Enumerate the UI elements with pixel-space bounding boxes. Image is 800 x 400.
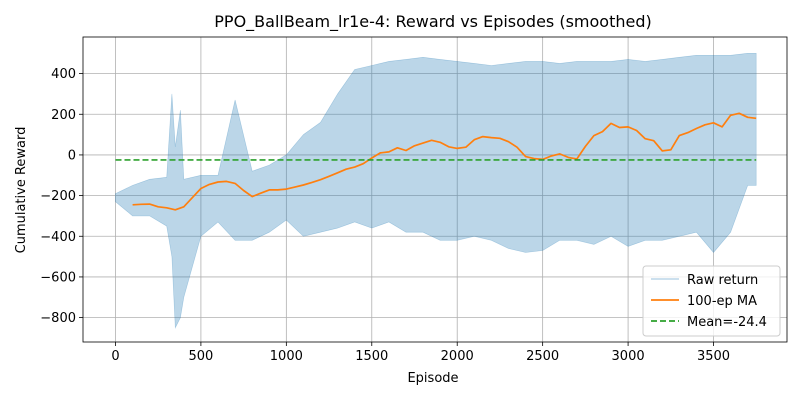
- x-tick-label: 2500: [526, 349, 559, 364]
- moving-average-series: [132, 112, 757, 211]
- x-tick-label: 500: [188, 349, 213, 364]
- plot-series: [115, 53, 757, 329]
- legend-label: Raw return: [687, 273, 758, 288]
- x-tick-label: 1000: [270, 349, 303, 364]
- x-tick-label: 3000: [612, 349, 645, 364]
- x-tick-label: 1500: [355, 349, 388, 364]
- x-tick-label: 0: [111, 349, 119, 364]
- chart-title: PPO_BallBeam_lr1e-4: Reward vs Episodes …: [214, 12, 651, 32]
- y-tick-label: −600: [40, 270, 76, 285]
- y-tick-label: −200: [40, 189, 76, 204]
- x-tick-label: 2000: [441, 349, 474, 364]
- legend: Raw return 100-ep MA Mean=-24.4: [642, 265, 781, 337]
- legend-label: Mean=-24.4: [687, 315, 767, 330]
- raw-return-series: [115, 53, 757, 329]
- y-tick-label: −800: [40, 311, 76, 326]
- plot-frame: [82, 36, 788, 343]
- y-tick-label: −400: [40, 230, 76, 245]
- x-axis-title: Episode: [407, 371, 458, 386]
- y-tick-label: 0: [68, 148, 76, 163]
- y-tick-label: 400: [51, 67, 76, 82]
- y-axis-title: Cumulative Reward: [14, 127, 29, 254]
- x-tick-label: 3500: [697, 349, 730, 364]
- legend-label: 100-ep MA: [687, 294, 757, 309]
- axis-ticks: 0 500 1000 1500 2000 2500 3000 3500−800−600−400…: [40, 67, 730, 364]
- legend-box: [642, 265, 781, 337]
- y-tick-label: 200: [51, 108, 76, 123]
